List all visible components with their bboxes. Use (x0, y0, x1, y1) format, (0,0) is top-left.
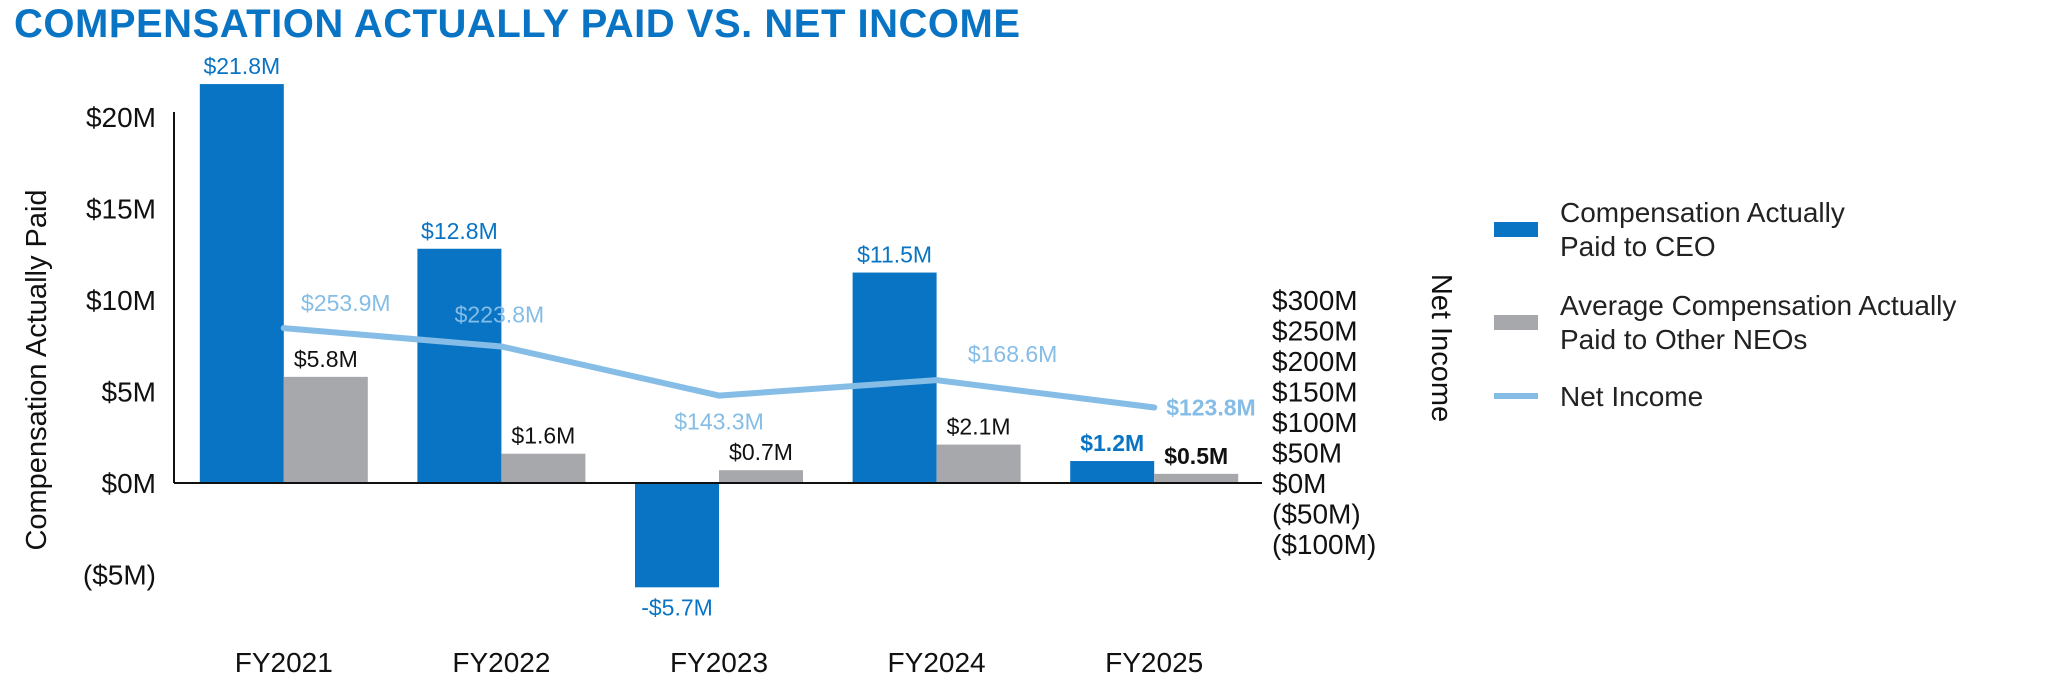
left-tick-label: $15M (86, 194, 156, 225)
net-income-point-fy2022 (498, 343, 505, 350)
tick-labels: $20M$15M$10M$5M$0M($5M)$300M$250M$200M$1… (21, 102, 1457, 678)
neo-bar-fy2022 (501, 453, 586, 483)
neo-label-fy2023: $0.7M (729, 439, 793, 465)
legend-text-3-1: Net Income (1560, 381, 1703, 412)
neo-bar-fy2023 (719, 470, 803, 483)
ceo-label-fy2025: $1.2M (1080, 430, 1144, 456)
right-tick-label: ($50M) (1272, 499, 1361, 530)
net-income-label-fy2023: $143.3M (674, 409, 764, 435)
axes (173, 112, 1262, 484)
net-income-point-fy2024 (933, 377, 940, 384)
ceo-label-fy2022: $12.8M (421, 218, 498, 244)
category-label-fy2021: FY2021 (235, 647, 333, 678)
neo-bars (283, 376, 1239, 483)
ceo-label-fy2024: $11.5M (857, 242, 932, 268)
net-income-label-fy2022: $223.8M (455, 301, 545, 327)
right-tick-label: $0M (1272, 468, 1326, 499)
legend-text-1-1: Compensation Actually (1560, 197, 1845, 228)
ceo-bar-fy2021 (199, 84, 284, 483)
category-label-fy2024: FY2024 (888, 647, 986, 678)
ceo-label-fy2021: $21.8M (203, 53, 280, 79)
right-tick-label: $200M (1272, 346, 1358, 377)
net-income-point-fy2023 (716, 392, 722, 399)
ceo-label-fy2023: -$5.7M (641, 594, 713, 620)
ceo-bar-fy2025 (1070, 461, 1155, 483)
legend-entry-3: Net Income (1494, 381, 1703, 412)
left-axis-title: Compensation Actually Paid (21, 189, 53, 550)
chart-title: COMPENSATION ACTUALLY PAID VS. NET INCOM… (14, 2, 1021, 46)
category-label-fy2022: FY2022 (452, 647, 550, 678)
legend-swatch-2 (1494, 315, 1538, 330)
legend-text-2-1: Average Compensation Actually (1560, 290, 1956, 321)
left-tick-label: $10M (86, 285, 156, 316)
left-tick-label: ($5M) (83, 560, 156, 591)
neo-bar-fy2024 (936, 444, 1021, 483)
net-income-label-fy2024: $168.6M (968, 341, 1058, 367)
legend-text-1-2: Paid to CEO (1560, 231, 1716, 262)
ceo-bar-fy2022 (417, 248, 502, 483)
neo-label-fy2021: $5.8M (294, 346, 358, 372)
neo-label-fy2022: $1.6M (511, 423, 575, 449)
category-label-fy2023: FY2023 (670, 647, 768, 678)
neo-label-fy2025: $0.5M (1164, 443, 1228, 469)
ceo-bar-fy2023 (635, 483, 719, 588)
legend-swatch-3 (1494, 393, 1538, 399)
left-tick-label: $5M (102, 377, 156, 408)
right-tick-label: $250M (1272, 316, 1358, 347)
ceo-bar-fy2024 (852, 272, 937, 483)
neo-bar-fy2025 (1154, 473, 1239, 483)
net-income-label-fy2025: $123.8M (1166, 394, 1256, 420)
right-tick-label: $150M (1272, 377, 1358, 408)
data-labels: $21.8M $12.8M -$5.7M $11.5M $1.2M $5.8M $1.6M $… (203, 53, 1255, 620)
net-income-point-fy2025 (1151, 404, 1158, 411)
right-tick-label: $100M (1272, 407, 1358, 438)
category-label-fy2025: FY2025 (1105, 647, 1203, 678)
net-income-line (280, 325, 1158, 411)
legend-swatch-1 (1494, 222, 1538, 237)
right-tick-label: $300M (1272, 285, 1358, 316)
neo-label-fy2024: $2.1M (947, 414, 1011, 440)
ceo-bars (199, 84, 1155, 588)
legend-text-2-2: Paid to Other NEOs (1560, 324, 1807, 355)
neo-bar-fy2021 (283, 376, 368, 483)
net-income-point-fy2021 (280, 325, 287, 332)
left-tick-label: $20M (86, 102, 156, 133)
right-tick-label: $50M (1272, 438, 1342, 469)
right-axis-title: Net Income (1425, 274, 1457, 422)
right-tick-label: ($100M) (1272, 529, 1376, 560)
left-tick-label: $0M (102, 468, 156, 499)
net-income-label-fy2021: $253.9M (301, 290, 391, 316)
